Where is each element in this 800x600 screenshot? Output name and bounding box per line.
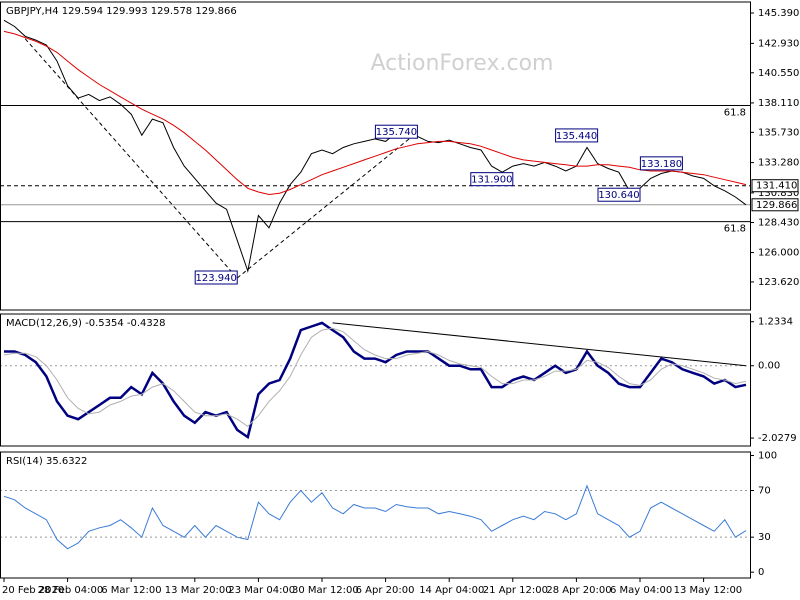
y-tick-label: 100 [758,451,777,462]
series-line [4,321,747,440]
level-label-box [751,179,799,193]
y-tick-label: 0 [758,567,764,578]
annotation-label: 135.440 [556,131,597,142]
panel-frame [0,313,751,447]
series-line [3,484,747,550]
x-tick-label: 21 Apr 12:00 [483,585,548,596]
x-tick-label: 28 Apr 20:00 [546,585,611,596]
y-tick-label: 135.730 [758,127,799,138]
panel-frame [0,1,751,311]
trend-line [332,322,747,367]
annotation-label: 135.740 [376,127,417,138]
series-line [3,19,747,274]
annotation-box [555,128,599,143]
y-tick-label: 1.2334 [758,317,793,328]
annotation-label: 133.180 [641,159,682,170]
y-tick-label: 70 [758,486,771,497]
annotation-label: 131.900 [471,175,512,186]
series-line [3,327,747,428]
y-tick-label: 133.280 [758,158,799,169]
panel-title: RSI(14) 35.6322 [6,456,87,467]
x-tick-label: 6 Apr 20:00 [356,585,415,596]
y-tick-label: 128.430 [758,218,799,229]
panel-title: MACD(12,26,9) -0.5354 -0.4328 [6,318,166,329]
x-tick-label: 30 Mar 12:00 [292,585,359,596]
panel: ActionForex.com [0,19,750,279]
y-tick-label: 138.110 [758,98,799,109]
y-tick-label: 123.620 [758,277,799,288]
trend-line [236,131,418,279]
x-tick-label: 23 Mar 04:00 [228,585,295,596]
annotation-box [597,187,641,202]
y-tick-label: 140.550 [758,68,799,79]
trend-line [24,38,238,279]
annotation-box [470,172,514,187]
panel-frame [0,451,751,579]
level-label: 61.8 [724,108,746,119]
x-tick-label: 6 May 04:00 [610,585,672,596]
annotation-label: 123.940 [196,273,237,284]
annotation-box [639,156,683,171]
annotation-box [374,124,418,139]
x-tick-label: 6 Mar 12:00 [101,585,161,596]
y-tick-label: 0.00 [758,361,780,372]
x-tick-label: 20 Feb 2020 [2,585,64,596]
level-label: 129.866 [756,200,797,211]
watermark: ActionForex.com [371,51,554,76]
annotation-box [194,270,238,285]
y-tick-label: 30 [758,532,771,543]
panel-title: GBPJPY,H4 129.594 129.993 129.578 129.86… [6,6,237,17]
level-label: 131.410 [756,181,797,192]
panel [0,484,750,550]
x-tick-label: 14 Apr 04:00 [419,585,484,596]
panel [0,321,750,440]
y-tick-label: 145.390 [758,8,799,19]
y-tick-label: 126.000 [758,248,799,259]
annotation-label: 130.640 [598,190,639,201]
level-label: 61.8 [724,224,746,235]
y-tick-label: -2.0279 [758,433,797,444]
x-tick-label: 28 Feb 04:00 [38,585,104,596]
series-line [3,30,747,196]
x-tick-label: 13 Mar 20:00 [165,585,232,596]
x-tick-label: 13 May 12:00 [674,585,743,596]
level-label-box [751,198,799,212]
y-tick-label: 142.930 [758,38,799,49]
y-tick-label: 130.830 [758,188,799,199]
